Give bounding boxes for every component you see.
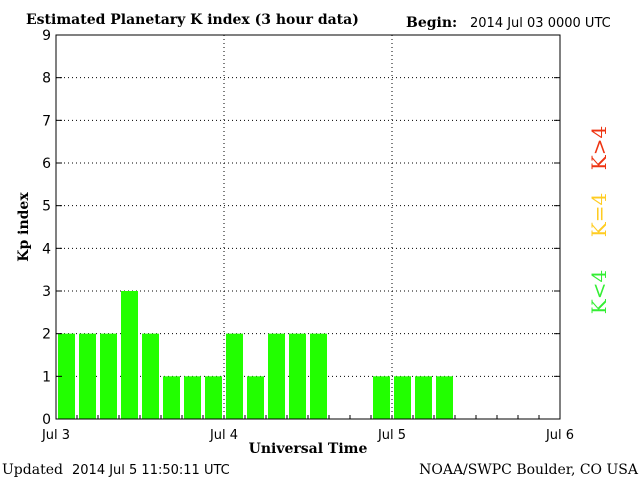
kp-bar: [142, 333, 159, 419]
x-tick-label: Jul 3: [41, 428, 70, 443]
y-axis: 0 1 2 3 4 5 6 7 8 9: [42, 28, 560, 428]
y-tick-label: 3: [42, 284, 51, 300]
y-axis-label: Kp index: [16, 192, 32, 262]
kp-bar: [184, 376, 201, 419]
kp-bar: [373, 376, 390, 419]
kp-bar: [100, 333, 117, 419]
y-tick-label: 4: [42, 241, 51, 257]
kp-bar: [226, 333, 243, 419]
kp-bar: [289, 333, 306, 419]
chart-title: Estimated Planetary K index (3 hour data…: [26, 12, 359, 28]
y-tick-label: 8: [42, 71, 51, 87]
kp-bar: [121, 291, 138, 419]
grid-lines: [56, 35, 560, 419]
bars: [58, 291, 453, 419]
kp-bar: [58, 333, 75, 419]
footer-source: NOAA/SWPC Boulder, CO USA: [419, 462, 639, 478]
y-tick-label: 1: [42, 369, 51, 385]
updated-label: Updated: [2, 462, 63, 478]
kp-bar: [394, 376, 411, 419]
kp-bar: [247, 376, 264, 419]
x-axis: Jul 3 Jul 4 Jul 5 Jul 6: [41, 415, 574, 443]
x-tick-label: Jul 5: [377, 428, 406, 443]
begin-value: 2014 Jul 03 0000 UTC: [470, 16, 611, 31]
x-axis-label: Universal Time: [249, 441, 368, 457]
y-tick-label: 9: [42, 28, 51, 44]
y-tick-label: 2: [42, 327, 51, 343]
x-tick-label: Jul 4: [209, 428, 238, 443]
legend-item: K=4: [587, 193, 611, 237]
updated-value: 2014 Jul 5 11:50:11 UTC: [72, 463, 230, 478]
legend-item: K>4: [587, 126, 611, 170]
y-tick-label: 0: [42, 412, 51, 428]
begin-label: Begin:: [406, 15, 457, 31]
kp-bar: [310, 333, 327, 419]
legend: K<4 K=4 K>4: [587, 126, 611, 314]
y-tick-label: 7: [42, 113, 51, 129]
legend-item: K<4: [587, 270, 611, 314]
y-tick-label: 6: [42, 156, 51, 172]
kp-bar: [436, 376, 453, 419]
kp-bar: [163, 376, 180, 419]
x-tick-label: Jul 6: [545, 428, 574, 443]
y-tick-label: 5: [42, 199, 51, 215]
kp-bar: [205, 376, 222, 419]
kp-bar: [268, 333, 285, 419]
kp-bar: [415, 376, 432, 419]
kp-bar: [79, 333, 96, 419]
